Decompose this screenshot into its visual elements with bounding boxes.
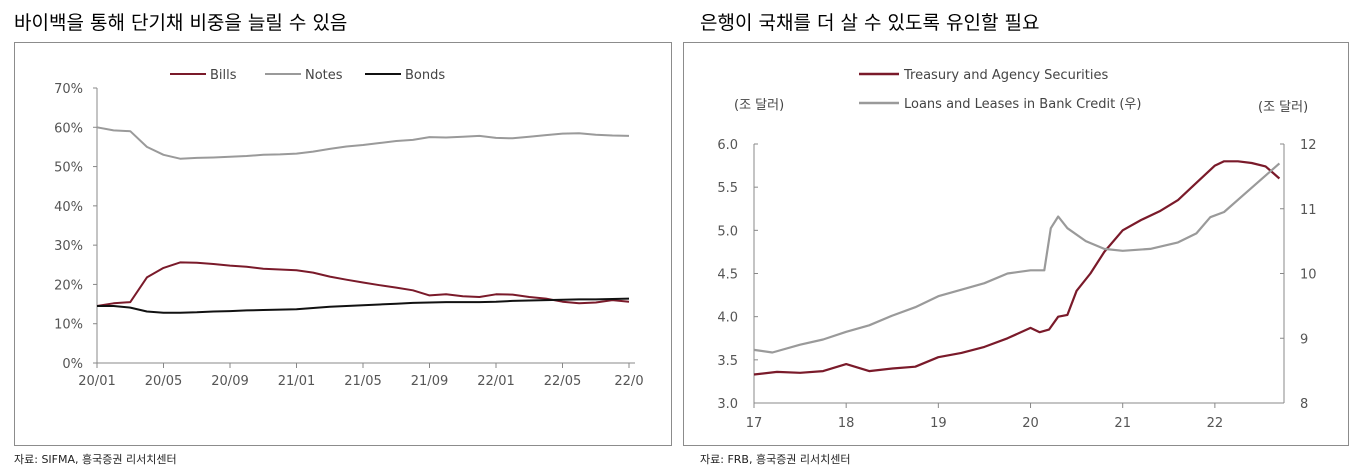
y-left-tick-label: 5.5 — [717, 181, 738, 196]
x-tick-label: 22/0 — [614, 374, 643, 389]
y-left-unit-label: (조 달러) — [734, 98, 784, 113]
y-tick-label: 40% — [54, 200, 83, 215]
legend-label-bonds: Bonds — [405, 68, 445, 83]
x-tick-label: 20/01 — [78, 374, 115, 389]
series-line-bonds — [97, 297, 630, 314]
left-panel-title: 바이백을 통해 단기채 비중을 늘릴 수 있음 — [14, 12, 348, 34]
y-left-tick-label: 3.0 — [717, 397, 738, 412]
series-line-treasury — [753, 160, 1281, 376]
left-source: 자료: SIFMA, 흥국증권 리서치센터 — [14, 453, 177, 466]
y-left-tick-label: 5.0 — [717, 224, 738, 239]
x-tick-label: 20/09 — [211, 374, 248, 389]
y-right-unit-label: (조 달러) — [1258, 100, 1308, 115]
y-right-tick-label: 9 — [1300, 332, 1308, 347]
left-chart-frame: 0% 10% 20% 30% 40% 50% 60% 70% 20/01 20/05 20/09 21… — [14, 42, 672, 446]
x-tick-label: 20/05 — [145, 374, 182, 389]
y-left-tick-label: 6.0 — [717, 138, 738, 153]
y-tick-label: 70% — [54, 82, 83, 97]
legend-label-treasury: Treasury and Agency Securities — [903, 68, 1108, 83]
legend-label-loans: Loans and Leases in Bank Credit (우) — [904, 97, 1141, 112]
y-right-tick-label: 8 — [1300, 397, 1308, 412]
x-tick-label: 21/01 — [278, 374, 315, 389]
x-tick-label: 18 — [838, 416, 855, 431]
y-right-tick-label: 10 — [1300, 268, 1317, 283]
series-line-bills — [96, 261, 630, 307]
y-tick-label: 60% — [54, 121, 83, 136]
y-tick-label: 0% — [62, 357, 83, 372]
x-tick-label: 21/09 — [411, 374, 448, 389]
y-right-tick-label: 11 — [1300, 203, 1317, 218]
series-line-notes — [96, 126, 630, 160]
series-line-loans — [753, 162, 1281, 354]
x-tick-label: 22 — [1207, 416, 1224, 431]
x-tick-label: 17 — [746, 416, 763, 431]
x-tick-label: 22/01 — [477, 374, 514, 389]
x-tick-label: 21/05 — [344, 374, 381, 389]
right-chart-frame: 3.0 3.5 4.0 4.5 5.0 5.5 6.0 8 9 10 11 12 17 18 19 20 21 2… — [683, 42, 1349, 446]
y-left-tick-label: 4.5 — [717, 268, 738, 283]
x-tick-label: 22/05 — [544, 374, 581, 389]
y-left-tick-label: 4.0 — [717, 311, 738, 326]
y-tick-label: 10% — [54, 318, 83, 333]
y-right-tick-label: 12 — [1300, 138, 1317, 153]
left-chart: 0% 10% 20% 30% 40% 50% 60% 70% 20/01 20/05 20/09 21… — [54, 68, 644, 389]
right-chart: 3.0 3.5 4.0 4.5 5.0 5.5 6.0 8 9 10 11 12 17 18 19 20 21 2… — [717, 68, 1317, 431]
y-left-tick-label: 3.5 — [717, 354, 738, 369]
legend-label-notes: Notes — [305, 68, 343, 83]
right-panel-title: 은행이 국채를 더 살 수 있도록 유인할 필요 — [700, 12, 1040, 34]
x-tick-label: 20 — [1022, 416, 1039, 431]
right-source: 자료: FRB, 흥국증권 리서치센터 — [700, 453, 851, 466]
legend-label-bills: Bills — [210, 68, 237, 83]
x-tick-label: 21 — [1114, 416, 1131, 431]
y-tick-label: 30% — [54, 239, 83, 254]
x-tick-label: 19 — [930, 416, 947, 431]
y-tick-label: 20% — [54, 278, 83, 293]
y-tick-label: 50% — [54, 161, 83, 176]
